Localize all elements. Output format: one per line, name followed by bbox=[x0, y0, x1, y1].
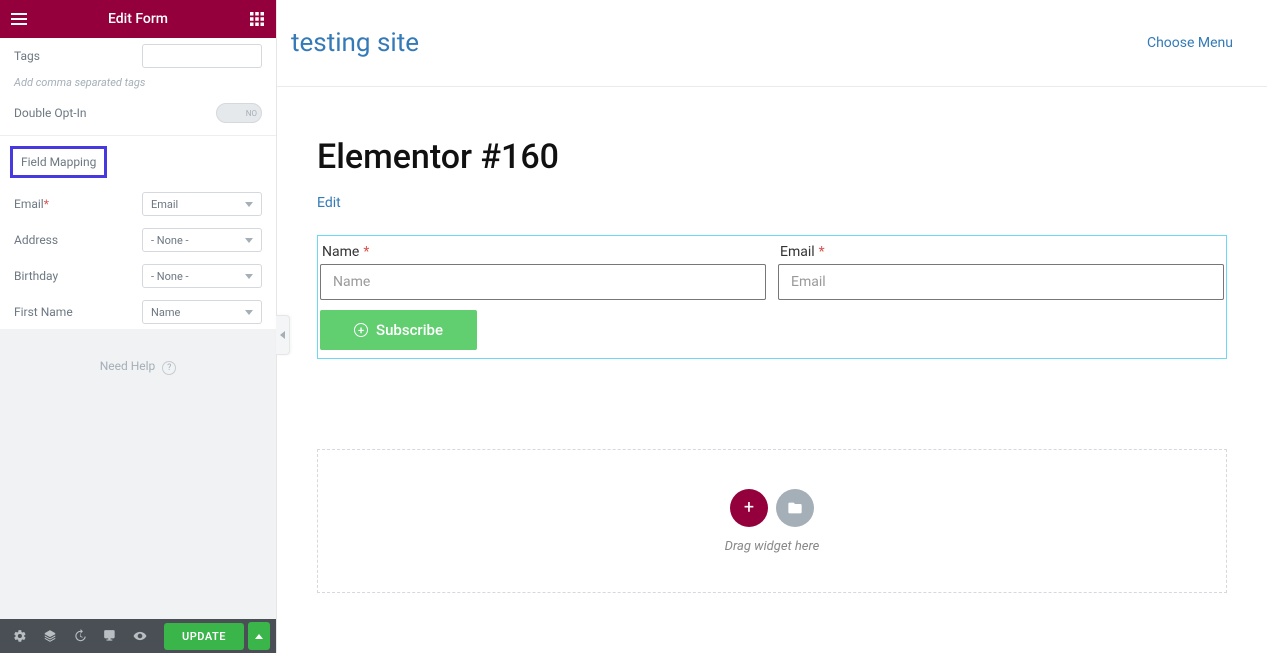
mapping-row: First Name Name bbox=[0, 294, 276, 329]
field-input[interactable] bbox=[320, 264, 766, 300]
template-library-button[interactable] bbox=[776, 489, 814, 527]
mapping-select[interactable]: - None - bbox=[142, 264, 262, 288]
update-options-button[interactable] bbox=[248, 622, 270, 650]
collapse-sidebar-button[interactable] bbox=[276, 315, 290, 355]
tags-label: Tags bbox=[14, 49, 124, 63]
page-title: Elementor #160 bbox=[317, 137, 1227, 177]
tags-input[interactable] bbox=[142, 44, 262, 68]
plus-circle-icon: + bbox=[354, 323, 368, 337]
tags-hint: Add comma separated tags bbox=[0, 74, 276, 97]
edit-link[interactable]: Edit bbox=[317, 195, 341, 211]
preview-icon[interactable] bbox=[126, 622, 154, 650]
settings-icon[interactable] bbox=[6, 622, 34, 650]
mapping-select[interactable]: Email bbox=[142, 192, 262, 216]
site-title[interactable]: testing site bbox=[291, 28, 419, 58]
chevron-down-icon bbox=[245, 202, 253, 207]
sidebar-body: Tags Add comma separated tags Double Opt… bbox=[0, 38, 276, 329]
double-opt-in-label: Double Opt-In bbox=[14, 106, 124, 120]
chevron-left-icon bbox=[280, 331, 285, 339]
double-opt-in-control: Double Opt-In NO bbox=[0, 97, 276, 129]
drop-zone-text: Drag widget here bbox=[725, 539, 820, 554]
sidebar-title: Edit Form bbox=[28, 11, 248, 27]
choose-menu-link[interactable]: Choose Menu bbox=[1147, 35, 1253, 51]
chevron-down-icon bbox=[245, 238, 253, 243]
field-mapping-heading: Field Mapping bbox=[10, 146, 107, 178]
navigator-icon[interactable] bbox=[36, 622, 64, 650]
drop-zone[interactable]: + Drag widget here bbox=[317, 449, 1227, 593]
mapping-label: Email* bbox=[14, 197, 124, 211]
add-section-button[interactable]: + bbox=[730, 489, 768, 527]
chevron-down-icon bbox=[245, 274, 253, 279]
field-input[interactable] bbox=[778, 264, 1224, 300]
mapping-select[interactable]: Name bbox=[142, 300, 262, 324]
mapping-row: Address - None - bbox=[0, 222, 276, 258]
form-field: Name* bbox=[320, 244, 766, 300]
mapping-row: Birthday - None - bbox=[0, 258, 276, 294]
site-header: testing site Choose Menu bbox=[277, 0, 1267, 87]
chevron-down-icon bbox=[245, 310, 253, 315]
field-label: Email* bbox=[778, 244, 1224, 264]
double-opt-in-toggle[interactable]: NO bbox=[216, 103, 262, 123]
form-field: Email* bbox=[778, 244, 1224, 300]
update-button[interactable]: UPDATE bbox=[164, 623, 244, 650]
menu-icon[interactable] bbox=[10, 10, 28, 28]
subscribe-button[interactable]: + Subscribe bbox=[320, 310, 477, 350]
mapping-row: Email* Email bbox=[0, 186, 276, 222]
mapping-label: Birthday bbox=[14, 269, 124, 283]
subscribe-label: Subscribe bbox=[376, 321, 443, 339]
mapping-label: Address bbox=[14, 233, 124, 247]
apps-grid-icon[interactable] bbox=[248, 10, 266, 28]
editor-sidebar: Edit Form Tags Add comma separated tags … bbox=[0, 0, 277, 653]
field-label: Name* bbox=[320, 244, 766, 264]
history-icon[interactable] bbox=[66, 622, 94, 650]
help-icon: ? bbox=[162, 361, 176, 375]
sidebar-header: Edit Form bbox=[0, 0, 276, 38]
preview-pane: testing site Choose Menu Elementor #160 … bbox=[277, 0, 1267, 653]
tags-control: Tags bbox=[0, 38, 276, 74]
mapping-label: First Name bbox=[14, 305, 124, 319]
mapping-select[interactable]: - None - bbox=[142, 228, 262, 252]
need-help[interactable]: Need Help ? bbox=[0, 329, 276, 395]
sidebar-footer: UPDATE bbox=[0, 619, 276, 653]
form-widget[interactable]: Name* Email* + Subscribe bbox=[317, 235, 1227, 359]
responsive-icon[interactable] bbox=[96, 622, 124, 650]
